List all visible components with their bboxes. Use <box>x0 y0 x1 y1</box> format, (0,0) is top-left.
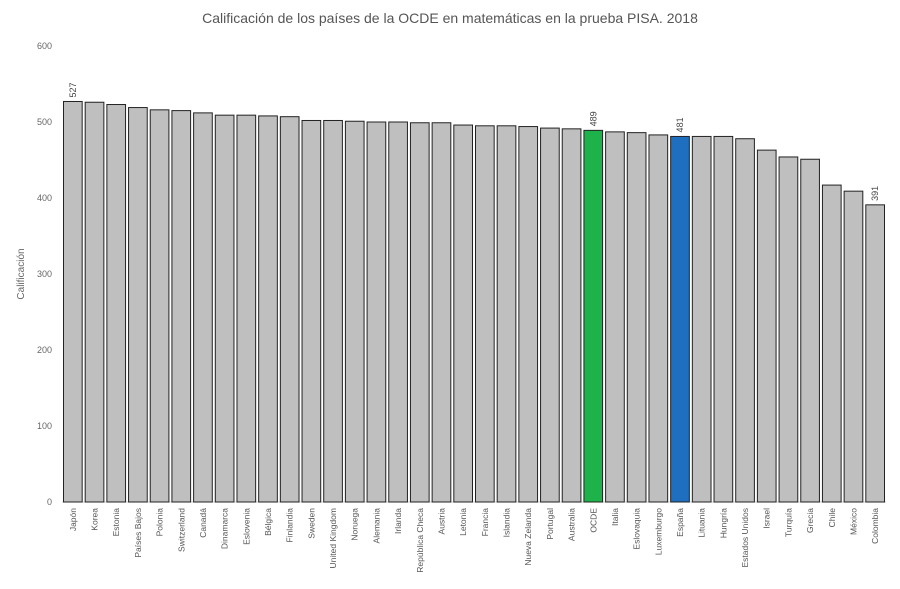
x-tick-label: Switzerland <box>176 508 186 552</box>
x-tick-label: España <box>675 508 685 537</box>
x-tick-label: Sweden <box>306 508 316 539</box>
x-tick-label: Chile <box>827 508 837 528</box>
x-tick-label: Estonia <box>111 508 121 537</box>
bar-sweden <box>301 119 322 503</box>
x-tick-label: Hungría <box>718 508 728 539</box>
data-label: 391 <box>870 186 880 201</box>
y-axis-title: Calificación <box>16 248 27 299</box>
x-tick-label: Países Bajos <box>133 508 143 558</box>
bar-españa <box>670 135 690 503</box>
bar-francia <box>475 125 495 503</box>
x-tick-label: México <box>848 508 858 535</box>
bar-grecia <box>800 158 820 503</box>
x-tick-label: República Checa <box>415 508 425 573</box>
x-tick-label: Bélgica <box>263 508 273 536</box>
bar-austria <box>431 122 452 503</box>
bar-república-checa <box>409 122 430 503</box>
bar-lituania <box>691 135 712 503</box>
bar-switzerland <box>171 110 192 503</box>
bar-dinamarca <box>214 114 235 503</box>
x-tick-label: Dinamarca <box>220 508 230 549</box>
chart-title: Calificación de los países de la OCDE en… <box>202 10 698 26</box>
x-tick-label: Islandia <box>502 508 512 538</box>
x-tick-label: Polonia <box>155 508 165 537</box>
x-tick-label: Canadá <box>198 508 208 538</box>
bar-united-kingdom <box>323 119 343 503</box>
x-tick-label: Letonia <box>458 508 468 536</box>
bar-canadá <box>193 112 213 503</box>
x-tick-label: Francia <box>480 508 490 537</box>
bar-alemania <box>366 121 387 503</box>
y-tick-label: 200 <box>37 345 52 355</box>
x-tick-label: Korea <box>90 508 100 531</box>
bar-noruega <box>344 120 365 503</box>
x-tick-label: Portugal <box>545 508 555 540</box>
x-tick-label: Grecia <box>805 508 815 533</box>
bar-chile <box>821 184 842 503</box>
bar-islandia <box>496 125 517 503</box>
x-tick-label: Austria <box>436 508 446 535</box>
bar-letonia <box>453 124 474 503</box>
x-tick-label: Italia <box>610 508 620 526</box>
x-tick-label: Lituania <box>697 508 707 538</box>
x-tick-label: Eslovaquia <box>632 508 642 550</box>
bar-italia <box>605 131 625 503</box>
y-tick-label: 600 <box>37 41 52 51</box>
bar-israel <box>756 149 777 503</box>
x-tick-label: Estados Unidos <box>740 508 750 568</box>
x-tick-label: Japón <box>68 508 78 531</box>
x-tick-label: Finlandia <box>285 508 295 543</box>
bar-polonia <box>149 109 170 503</box>
x-tick-label: Nueva Zelanda <box>523 508 533 566</box>
bar-japón <box>63 100 83 503</box>
y-tick-label: 400 <box>37 193 52 203</box>
bar-méxico <box>843 190 864 503</box>
x-tick-label: Noruega <box>350 508 360 541</box>
data-label: 489 <box>588 111 598 126</box>
bar-luxemburgo <box>648 134 669 503</box>
bar-finlandia <box>279 116 300 503</box>
bar-portugal <box>540 127 560 503</box>
x-tick-label: Australia <box>567 508 577 541</box>
x-tick-label: Eslovenia <box>241 508 251 545</box>
bar-hungría <box>713 135 734 503</box>
x-tick-label: Colombia <box>870 508 880 544</box>
bar-eslovenia <box>236 114 257 503</box>
y-tick-label: 0 <box>47 497 52 507</box>
bar-países-bajos <box>128 107 148 503</box>
bar-korea <box>84 101 105 503</box>
bar-bélgica <box>258 115 278 503</box>
y-tick-label: 300 <box>37 269 52 279</box>
bar-nueva-zelanda <box>518 126 539 503</box>
data-label: 481 <box>675 117 685 132</box>
x-tick-label: OCDE <box>588 508 598 533</box>
x-tick-label: United Kingdom <box>328 508 338 568</box>
bar-ocde <box>583 129 604 503</box>
bar-turquía <box>778 156 799 503</box>
bar-estonia <box>106 104 127 503</box>
x-tick-label: Luxemburgo <box>653 508 663 556</box>
bar-estados-unidos <box>735 138 755 503</box>
x-tick-label: Alemania <box>371 508 381 544</box>
y-tick-label: 100 <box>37 421 52 431</box>
x-tick-label: Turquía <box>783 508 793 537</box>
bar-eslovaquia <box>626 132 647 503</box>
x-tick-label: Israel <box>762 508 772 529</box>
y-tick-label: 500 <box>37 117 52 127</box>
bar-colombia <box>865 204 886 503</box>
data-label: 527 <box>68 82 78 97</box>
bar-irlanda <box>388 121 408 503</box>
x-tick-label: Irlanda <box>393 508 403 534</box>
bar-australia <box>561 128 582 503</box>
